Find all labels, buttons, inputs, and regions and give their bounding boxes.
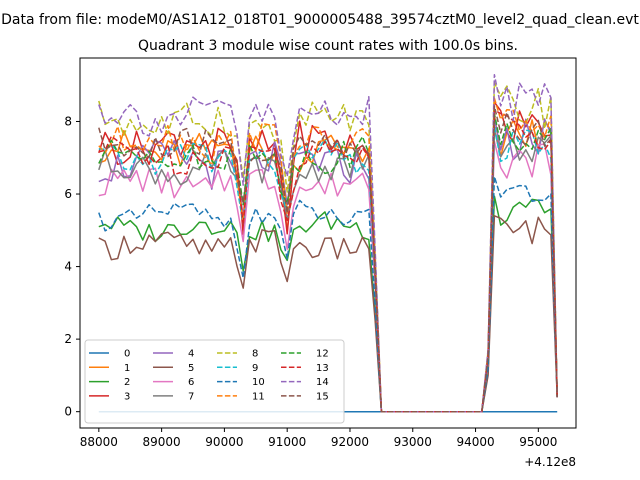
x-offset-label: +4.12e8	[524, 455, 576, 469]
x-tick-label: 93000	[394, 435, 432, 449]
legend-label-2: 2	[124, 377, 130, 388]
legend-box	[84, 339, 345, 424]
legend-label-1: 1	[124, 363, 130, 374]
x-tick-label: 88000	[80, 435, 118, 449]
chart-title: Quadrant 3 module wise count rates with …	[138, 38, 518, 54]
legend-label-11: 11	[252, 391, 265, 402]
series-line-10	[98, 175, 558, 413]
y-axis: 0 2 4 6 8	[64, 114, 80, 419]
legend-label-10: 10	[252, 377, 265, 388]
x-tick-label: 91000	[268, 435, 306, 449]
x-axis: 88000 89000 90000 91000 92000 93000 94000 95000	[80, 428, 557, 449]
legend-label-12: 12	[316, 349, 329, 360]
legend-label-0: 0	[124, 349, 130, 360]
y-tick-label: 0	[64, 405, 72, 419]
y-tick-label: 2	[64, 332, 72, 346]
y-tick-label: 4	[64, 260, 72, 274]
legend-label-14: 14	[316, 377, 329, 388]
x-tick-label: 89000	[143, 435, 181, 449]
x-tick-label: 94000	[456, 435, 494, 449]
legend-label-7: 7	[188, 391, 194, 402]
series-line-15	[98, 105, 558, 413]
legend-label-13: 13	[316, 363, 329, 374]
legend-label-8: 8	[252, 349, 258, 360]
x-tick-label: 90000	[205, 435, 243, 449]
series-lines	[98, 74, 558, 413]
legend-label-4: 4	[188, 349, 194, 360]
x-tick-label: 92000	[331, 435, 369, 449]
y-tick-label: 8	[64, 114, 72, 128]
legend-label-9: 9	[252, 363, 258, 374]
legend-label-15: 15	[316, 391, 329, 402]
chart-suptitle: Data from file: modeM0/AS1A12_018T01_900…	[1, 12, 639, 28]
legend-label-5: 5	[188, 363, 194, 374]
plot-frame	[79, 57, 577, 429]
legend-label-3: 3	[124, 391, 130, 402]
series-line-14	[98, 74, 558, 413]
x-tick-label: 95000	[519, 435, 557, 449]
y-tick-label: 6	[64, 187, 72, 201]
legend-label-6: 6	[188, 377, 194, 388]
